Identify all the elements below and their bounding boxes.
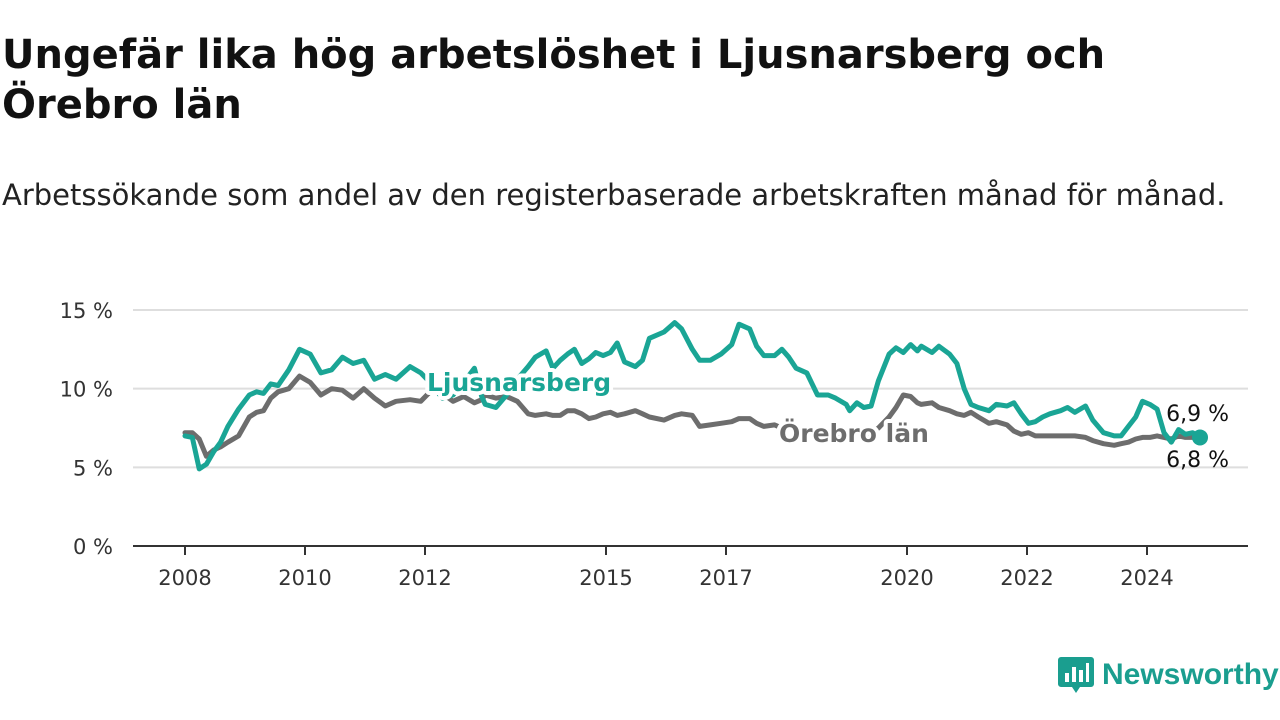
x-tick-label: 2024 [1120, 566, 1173, 590]
endpoint-ljusnarsberg [1192, 429, 1208, 446]
chart-title: Ungefär lika hög arbetslöshet i Ljusnars… [2, 32, 1106, 128]
end-label-ljusnarsberg: 6,8 % [1166, 448, 1229, 473]
series-lines [182, 320, 1208, 472]
series-line-ljusnarsberg [182, 320, 1203, 472]
series-label-orebro-halo: Örebro län [779, 418, 929, 448]
y-axis-ticks: 0 % 5 % 10 % 15 % [60, 299, 113, 559]
newsworthy-chart-icon [1058, 657, 1094, 693]
x-tick-label: 2017 [699, 566, 752, 590]
series-label-orebro: Örebro län [779, 418, 929, 448]
x-tick-label: 2022 [1000, 566, 1053, 590]
series-label-ljusnarsberg-halo: Ljusnarsberg [427, 368, 611, 397]
gridlines [133, 309, 1248, 469]
y-tick-label: 10 % [60, 378, 113, 402]
x-tick-label: 2012 [398, 566, 451, 590]
y-tick-label: 5 % [73, 456, 113, 480]
x-tick-label: 2010 [278, 566, 331, 590]
brand-name: Newsworthy [1102, 658, 1279, 691]
y-tick-label: 0 % [73, 535, 113, 559]
end-label-orebro: 6,9 % [1166, 402, 1229, 427]
y-tick-label: 15 % [60, 299, 113, 323]
newsworthy-logo: Newsworthy [1058, 654, 1279, 696]
series-label-ljusnarsberg: Ljusnarsberg [427, 368, 611, 397]
x-tick-label: 2008 [158, 566, 211, 590]
x-axis: 2008 2010 2012 2015 2017 2020 2022 2024 [133, 545, 1248, 590]
chart-subtitle: Arbetssökande som andel av den registerb… [2, 178, 1226, 212]
series-line-orebro [182, 373, 1203, 459]
x-tick-label: 2020 [880, 566, 933, 590]
x-tick-label: 2015 [579, 566, 632, 590]
